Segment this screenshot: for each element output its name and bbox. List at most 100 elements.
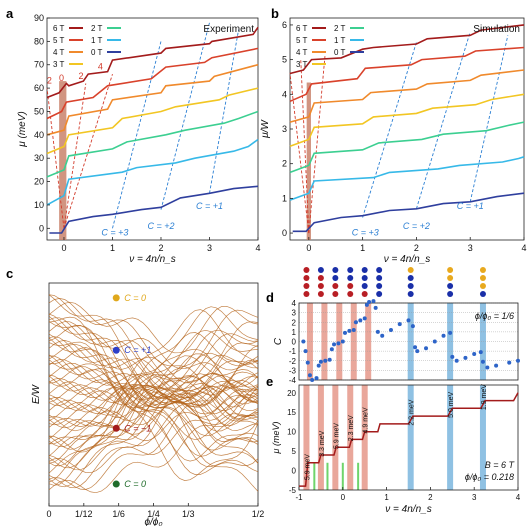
chern-point — [480, 359, 485, 364]
series-line — [46, 26, 259, 99]
occupancy-dot — [332, 291, 339, 297]
spectrum-band — [48, 333, 259, 451]
x-tick-label: 3 — [472, 493, 477, 502]
spectrum-band — [48, 321, 259, 421]
spectrum-band — [48, 388, 259, 453]
panel-letter-d: d — [266, 290, 274, 305]
series-line — [46, 47, 259, 120]
y-tick-label: -2 — [289, 357, 297, 366]
chern-point — [424, 346, 429, 351]
occupancy-dot — [317, 291, 324, 297]
y-tick-label: 0 — [292, 467, 297, 476]
legend-label: 2 T — [334, 24, 346, 33]
x-tick-label: 2 — [414, 243, 419, 253]
chern-point — [342, 330, 347, 335]
spectrum-band — [48, 373, 259, 422]
x-axis-label: ν = 4n/n_s — [384, 254, 430, 265]
chern-point — [507, 360, 512, 365]
spectrum-band — [48, 366, 259, 412]
chern-point — [485, 365, 490, 370]
occupancy-dot — [332, 267, 339, 273]
chern-point — [516, 358, 520, 363]
chern-point — [463, 355, 468, 360]
spectrum-band — [48, 309, 259, 488]
panel-title: Experiment — [203, 24, 254, 35]
occupancy-dot — [376, 275, 383, 281]
spectrum-band — [48, 332, 259, 445]
occupancy-dot — [347, 283, 354, 289]
flux-annotation: ϕ/ϕ₀ = 1/6 — [475, 311, 514, 321]
chern-point — [494, 363, 499, 368]
dashed-landau-fan-red — [289, 73, 310, 234]
y-axis-label: μ (meV) — [17, 111, 28, 147]
series-line — [289, 156, 525, 201]
spectrum-band — [48, 354, 259, 437]
y-tick-label: 3 — [282, 124, 287, 134]
x-tick-label: 2 — [158, 243, 163, 253]
stripe-blue — [407, 303, 414, 380]
panel-d-level-occupancy-dots — [303, 267, 486, 297]
plot-frame — [298, 384, 519, 491]
spectrum-band — [48, 317, 259, 442]
dashed-landau-fan-blue — [160, 22, 210, 210]
occupancy-dot — [361, 267, 368, 273]
chern-annotation: C = −1 — [124, 423, 151, 433]
chern-marker-dot — [112, 480, 120, 488]
legend-label: 1 T — [334, 36, 346, 45]
dashed-landau-fan-blue — [469, 35, 509, 202]
y-tick-label: -4 — [289, 376, 297, 385]
x-tick-label: 1/12 — [75, 509, 93, 519]
stripe-green — [313, 462, 316, 490]
dashed-landau-fan-blue — [415, 31, 471, 209]
series-line — [289, 24, 525, 75]
dashed-landau-fan-red — [63, 73, 113, 229]
chern-label: C = +2 — [403, 221, 430, 231]
x-tick-label: 2 — [428, 493, 433, 502]
chern-label: C = +1 — [196, 201, 223, 211]
y-tick-label: 6 — [282, 20, 287, 30]
chern-label: C = +3 — [352, 228, 379, 238]
occupancy-dot — [479, 291, 486, 297]
panel-c-hofstadter-butterfly: 0 1/12 1/6 1/4 1/3 1/2 ϕ/ϕ₀ E/W C = 0 C = +1 C = −… — [31, 282, 264, 526]
y-tick-label: 5 — [292, 447, 297, 456]
y-axis-label: E/W — [31, 383, 42, 403]
step-line — [299, 392, 519, 487]
panel-letter-c: c — [6, 266, 13, 281]
x-tick-label: 4 — [516, 493, 521, 502]
x-tick-label: 4 — [255, 243, 260, 253]
gap-label: 1.9 meV — [481, 384, 488, 410]
legend-label: 2 T — [91, 24, 103, 33]
x-axis-label: ϕ/ϕ₀ — [144, 517, 162, 526]
y-axis-label: μ (meV) — [271, 422, 281, 455]
chern-point — [364, 302, 369, 307]
legend-label: 6 T — [53, 24, 65, 33]
legend-label: 4 T — [53, 48, 65, 57]
series-line — [289, 93, 525, 148]
chern-point — [367, 300, 372, 305]
gap-label: 2.3 meV — [348, 415, 355, 441]
stripe-blue — [407, 385, 414, 490]
field-annotation: B = 6 T — [485, 460, 516, 470]
chern-point — [371, 299, 376, 304]
spectrum-band — [48, 369, 259, 404]
chern-point — [303, 349, 308, 354]
stripe-red — [347, 385, 354, 490]
y-tick-label: 20 — [34, 177, 44, 187]
highlight-stripe — [306, 82, 311, 240]
plot-frame — [298, 302, 519, 381]
chern-point — [314, 376, 319, 381]
fan-index-label: 2 — [47, 75, 52, 85]
spectrum-band — [49, 354, 259, 445]
spectrum-band — [48, 294, 259, 492]
gap-label: 4.9 meV — [363, 407, 370, 433]
spectrum-band — [48, 316, 259, 481]
y-tick-label: 0 — [282, 228, 287, 238]
spectrum-band — [48, 337, 259, 457]
legend-label: 4 T — [296, 48, 308, 57]
x-tick-label: 0 — [61, 243, 66, 253]
y-tick-label: 0 — [292, 338, 297, 347]
legend-label: 5 T — [296, 36, 308, 45]
stripe-blue — [479, 303, 486, 380]
